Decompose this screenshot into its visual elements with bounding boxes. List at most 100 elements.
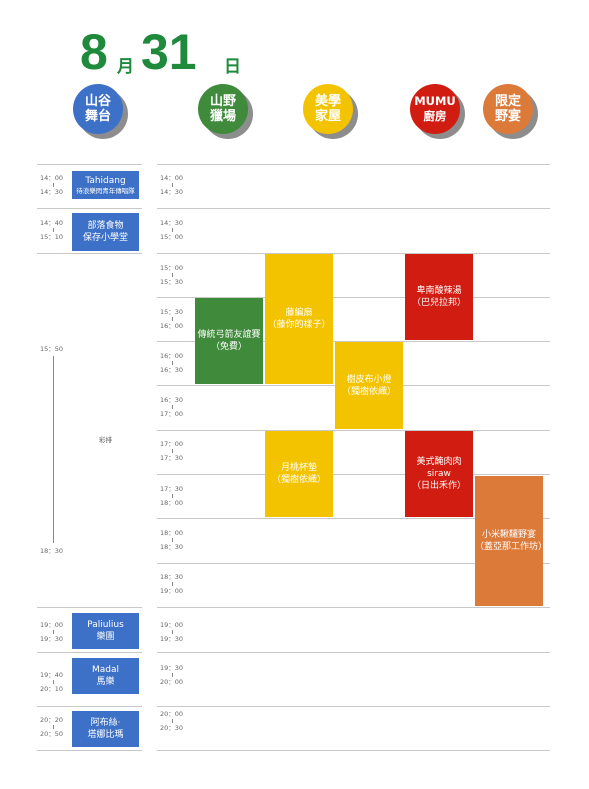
- slot-time-start: 16：30: [160, 396, 184, 404]
- event-subtitle: 馬樂: [96, 677, 115, 687]
- event-puyuma-soup: 卑南酸辣湯 （巴兒拉邦）: [405, 254, 473, 340]
- grid-row-line: [157, 607, 550, 608]
- left-time-end: 18：30: [40, 547, 64, 555]
- slot-time-end: 19：00: [160, 587, 184, 595]
- day-number: 31: [141, 24, 197, 80]
- left-time-end: 19：30: [40, 635, 64, 643]
- event-millet-swing-feast: 小米鞦韆野宴 （蓋亞那工作坊）: [475, 476, 547, 606]
- slot-time-separator: [172, 673, 173, 677]
- left-row-line: [37, 164, 142, 165]
- event-archery-match: 傳統弓箭友誼賽 （免費）: [195, 298, 263, 384]
- slot-time-start: 15：30: [160, 308, 184, 316]
- left-row-line: [37, 706, 142, 707]
- event-paliulius: Paliulius 樂團: [72, 613, 139, 649]
- grid-row-line: [157, 208, 550, 209]
- slot-time-end: 16：30: [160, 366, 184, 374]
- slot-time-separator: [172, 228, 173, 232]
- slot-time-end: 16：00: [160, 322, 184, 330]
- left-time-start: 15：50: [40, 345, 64, 353]
- left-row-line: [37, 607, 142, 608]
- left-time-start: 14：40: [40, 219, 64, 227]
- rehearsal-span-line: [53, 356, 54, 543]
- left-time-start: 19：40: [40, 671, 64, 679]
- slot-time-separator: [172, 361, 173, 365]
- event-subtitle: 樂團: [96, 632, 115, 642]
- event-subtitle: 保存小學堂: [82, 233, 128, 243]
- event-shell-ginger-coaster: 月桃杯墊 （獨樹依織）: [265, 431, 333, 517]
- left-row-line: [37, 750, 142, 751]
- grid-row-line: [157, 297, 550, 298]
- left-row-line: [37, 208, 142, 209]
- slot-time-separator: [172, 405, 173, 409]
- slot-time-end: 18：00: [160, 499, 184, 507]
- grid-row-line: [157, 652, 550, 653]
- grid-row-line: [157, 518, 550, 519]
- slot-time-start: 18：30: [160, 573, 184, 581]
- slot-time-separator: [172, 630, 173, 634]
- event-tahidang: Tahidang 待浪樂閃青年傳唱隊: [72, 171, 139, 199]
- rehearsal-label: 彩排: [99, 436, 112, 444]
- left-row-line: [37, 652, 142, 653]
- left-time-end: 14：30: [40, 188, 64, 196]
- slot-time-end: 15：00: [160, 233, 184, 241]
- venue-mumu-kitchen: MUMU 廚房: [410, 84, 460, 134]
- month-char: 月: [117, 57, 134, 77]
- grid-row-line: [157, 341, 550, 342]
- slot-time-start: 16：00: [160, 352, 184, 360]
- slot-time-start: 18：00: [160, 529, 184, 537]
- grid-row-line: [157, 164, 550, 165]
- slot-time-start: 15：00: [160, 264, 184, 272]
- event-title: Madal: [91, 665, 119, 675]
- slot-time-separator: [172, 449, 173, 453]
- slot-time-start: 19：30: [160, 664, 184, 672]
- grid-row-line: [157, 750, 550, 751]
- grid-row-line: [157, 430, 550, 431]
- slot-time-start: 19：00: [160, 621, 184, 629]
- day-char: 日: [224, 57, 241, 77]
- left-time-start: 20：20: [40, 716, 64, 724]
- event-abus-tanabima: 阿布絲‧ 塔娜比瑪: [72, 711, 139, 747]
- event-food-school: 部落食物 保存小學堂: [72, 213, 139, 251]
- month-number: 8: [80, 24, 108, 80]
- slot-time-start: 14：30: [160, 219, 184, 227]
- venue-limited-feast: 限定 野宴: [483, 84, 533, 134]
- left-time-separator: [53, 630, 54, 634]
- slot-time-end: 20：30: [160, 724, 184, 732]
- left-time-end: 20：50: [40, 730, 64, 738]
- slot-time-end: 20：00: [160, 678, 184, 686]
- slot-time-separator: [172, 582, 173, 586]
- slot-time-separator: [172, 183, 173, 187]
- grid-row-line: [157, 706, 550, 707]
- left-time-separator: [53, 183, 54, 187]
- event-title: Paliulius: [87, 620, 124, 630]
- slot-time-separator: [172, 317, 173, 321]
- left-time-end: 20：10: [40, 685, 64, 693]
- left-time-separator: [53, 680, 54, 684]
- grid-row-line: [157, 253, 550, 254]
- left-time-start: 19：00: [40, 621, 64, 629]
- venue-aesthetic-house: 美學 家屋: [303, 84, 353, 134]
- slot-time-end: 19：30: [160, 635, 184, 643]
- event-madal: Madal 馬樂: [72, 658, 139, 694]
- event-rattan-fan: 藤編扇 （藤你的樣子）: [265, 254, 333, 384]
- event-title: 阿布絲‧: [90, 718, 121, 728]
- slot-time-separator: [172, 273, 173, 277]
- slot-time-end: 17：30: [160, 454, 184, 462]
- slot-time-separator: [172, 719, 173, 723]
- event-bark-lamp: 樹皮布小燈 （獨樹依織）: [335, 342, 403, 429]
- slot-time-end: 15：30: [160, 278, 184, 286]
- left-time-separator: [53, 228, 54, 232]
- left-row-line: [37, 253, 142, 254]
- slot-time-separator: [172, 538, 173, 542]
- venue-mountain-hunting: 山野 獵場: [198, 84, 248, 134]
- slot-time-end: 14：30: [160, 188, 184, 196]
- event-siraw: 美式醃肉肉 siraw （日出禾作）: [405, 431, 473, 517]
- event-title: Tahidang: [85, 175, 126, 186]
- left-time-end: 15：10: [40, 233, 64, 241]
- event-subtitle: 塔娜比瑪: [87, 730, 124, 740]
- slot-time-end: 18：30: [160, 543, 184, 551]
- grid-row-line: [157, 474, 550, 475]
- left-time-separator: [53, 725, 54, 729]
- grid-row-line: [157, 563, 550, 564]
- slot-time-start: 17：00: [160, 440, 184, 448]
